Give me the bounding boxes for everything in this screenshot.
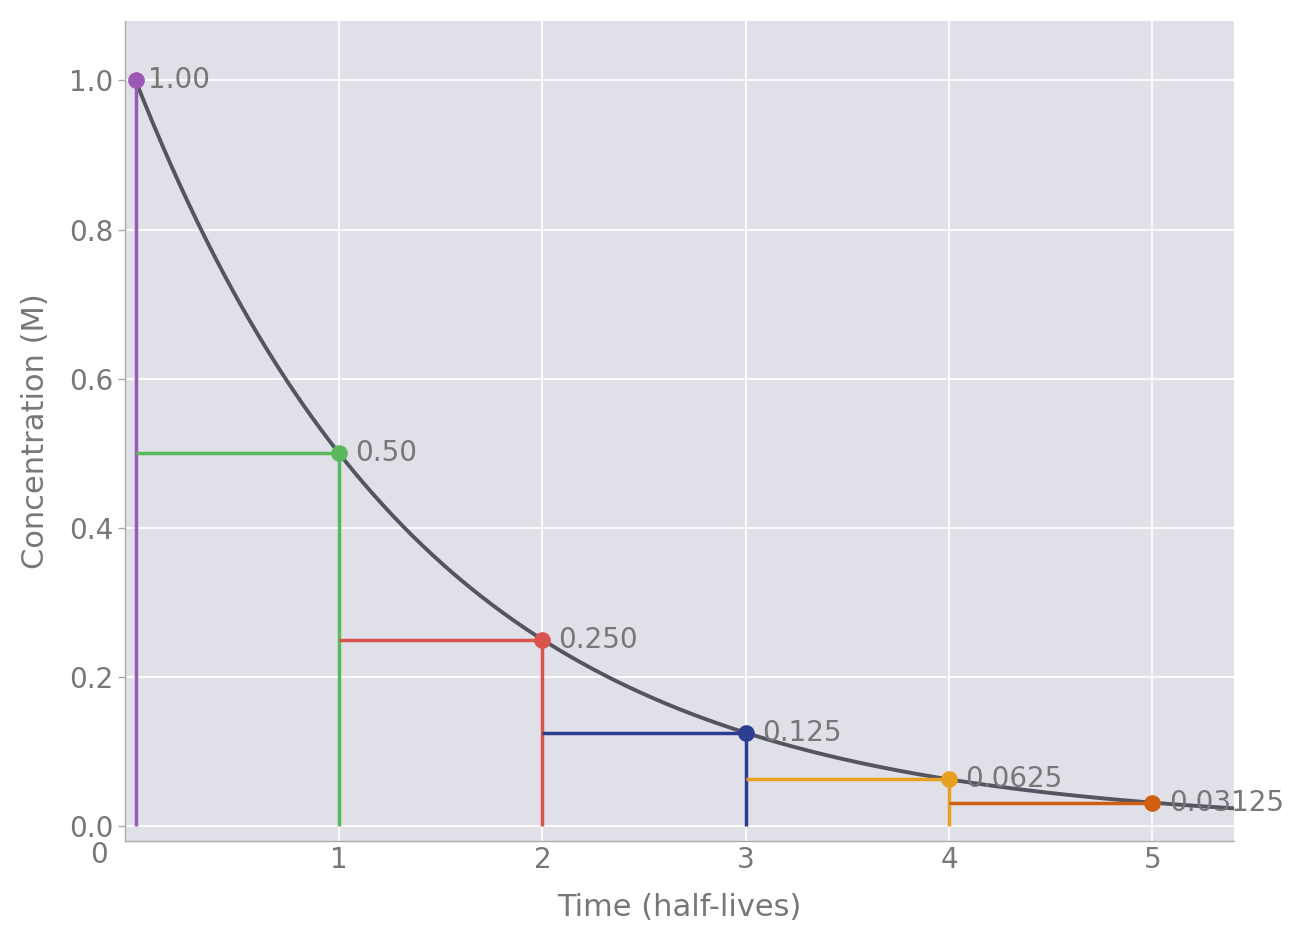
Text: 0.03125: 0.03125: [1169, 788, 1284, 817]
Text: 0.0625: 0.0625: [965, 766, 1062, 793]
Y-axis label: Concentration (M): Concentration (M): [21, 293, 50, 569]
Text: 0.250: 0.250: [558, 625, 638, 653]
Text: 0.125: 0.125: [762, 719, 841, 747]
Text: 0: 0: [90, 841, 107, 869]
Text: 1.00: 1.00: [148, 66, 210, 94]
Text: 0.50: 0.50: [355, 439, 418, 467]
X-axis label: Time (half-lives): Time (half-lives): [558, 893, 802, 922]
